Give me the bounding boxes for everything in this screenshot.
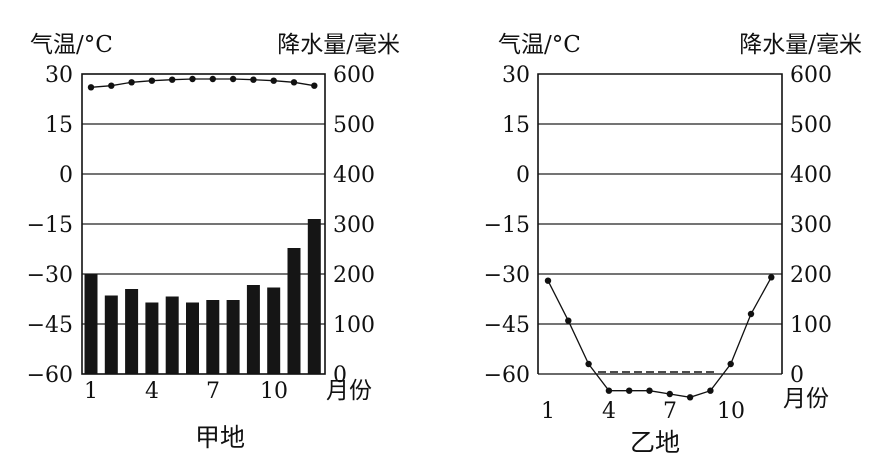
- temp-tick-label: −45: [27, 313, 73, 338]
- temperature-point: [311, 82, 318, 89]
- temperature-point: [727, 360, 734, 368]
- precipitation-axis-title: 降水量/毫米: [739, 32, 862, 58]
- temperature-tick-labels: 30 15 0 −15 −30 −45 −60: [27, 63, 73, 388]
- precip-tick-label: 100: [333, 313, 375, 338]
- precipitation-bar: [104, 295, 118, 374]
- month-tick-label: 7: [663, 399, 677, 424]
- temp-tick-label: −45: [484, 313, 530, 338]
- precip-tick-label: 600: [333, 63, 375, 88]
- precip-tick-label: 500: [790, 113, 832, 138]
- temperature-point: [707, 387, 714, 394]
- precipitation-bar: [206, 300, 220, 374]
- precip-tick-label: 500: [333, 113, 375, 138]
- temperature-point: [169, 76, 176, 83]
- precipitation-bars: [84, 219, 321, 374]
- temp-tick-label: −15: [484, 213, 530, 238]
- plot-frame: [81, 73, 326, 375]
- temperature-point: [686, 394, 694, 401]
- temperature-point: [87, 84, 95, 91]
- temperature-point: [768, 274, 775, 281]
- temp-tick-label: −60: [27, 363, 73, 388]
- precipitation-bar: [145, 302, 159, 374]
- precip-tick-label: 600: [790, 63, 832, 88]
- precipitation-bar: [226, 300, 240, 374]
- temperature-point: [148, 77, 156, 84]
- temperature-tick-labels: 30 15 0 −15 −30 −45 −60: [484, 63, 530, 388]
- temperature-line: [547, 276, 772, 398]
- temp-tick-label: −30: [27, 263, 73, 288]
- precipitation-bar: [84, 274, 98, 374]
- temperature-point: [189, 75, 196, 83]
- temperature-point: [229, 75, 237, 83]
- month-tick-label: 4: [602, 399, 616, 424]
- plot-frame: [537, 73, 783, 374]
- precipitation-bar: [186, 302, 199, 374]
- month-tick-label: 7: [206, 379, 220, 404]
- temperature-point: [646, 387, 653, 394]
- precip-tick-label: 200: [333, 263, 375, 288]
- precipitation-bar: [125, 289, 139, 374]
- temperature-point: [626, 387, 633, 394]
- precipitation-bar: [267, 287, 281, 374]
- temp-tick-label: −60: [484, 363, 530, 388]
- temp-tick-label: −30: [484, 263, 530, 288]
- temperature-point: [128, 79, 135, 86]
- temperature-axis-title: 气温/°C: [30, 32, 113, 58]
- precip-tick-label: 400: [790, 163, 832, 188]
- precip-tick-label: 400: [333, 163, 375, 188]
- temp-tick-label: −15: [27, 213, 73, 238]
- month-axis-title: 月份: [783, 386, 829, 412]
- temp-tick-label: 30: [45, 63, 73, 88]
- temperature-point: [666, 390, 673, 398]
- gridlines: [538, 123, 782, 325]
- month-tick-label: 1: [541, 399, 555, 424]
- temperature-point: [250, 76, 257, 83]
- temperature-axis-title: 气温/°C: [498, 32, 581, 58]
- precipitation-tick-labels: 600 500 400 300 200 100 0: [790, 63, 832, 388]
- temperature-point: [565, 317, 572, 324]
- temperature-point: [747, 310, 755, 318]
- month-tick-labels: 1 4 7 10: [541, 399, 745, 424]
- temp-tick-label: 30: [502, 63, 530, 88]
- temperature-point: [108, 82, 115, 89]
- month-tick-labels: 1 4 7 10: [84, 379, 288, 404]
- temp-tick-label: 15: [45, 113, 73, 138]
- month-tick-label: 4: [145, 379, 159, 404]
- precipitation-tick-labels: 600 500 400 300 200 100 0: [333, 63, 375, 388]
- month-tick-label: 10: [717, 399, 745, 424]
- precipitation-bar: [307, 219, 321, 374]
- temperature-point: [209, 75, 216, 83]
- precip-tick-label: 0: [333, 363, 347, 388]
- climate-chart-yi: 气温/°C 降水量/毫米 30 15 0 −15 −30 −45 −60 600: [484, 32, 862, 457]
- precip-tick-label: 100: [790, 313, 832, 338]
- month-tick-label: 10: [260, 379, 288, 404]
- precip-tick-label: 300: [790, 213, 832, 238]
- temperature-series: [87, 75, 318, 91]
- temperature-line: [90, 78, 315, 88]
- month-tick-label: 1: [84, 379, 98, 404]
- climate-chart-jia: 气温/°C 降水量/毫米 30 15 0 −15 −30 −45 −60 600…: [27, 32, 400, 452]
- temperature-point: [290, 79, 298, 86]
- temperature-point: [605, 387, 613, 394]
- temperature-point: [544, 277, 552, 284]
- precipitation-bar: [165, 296, 179, 374]
- temp-tick-label: 0: [516, 163, 530, 188]
- precipitation-bar: [287, 248, 301, 374]
- temperature-point: [585, 360, 592, 368]
- month-axis-title: 月份: [326, 378, 372, 404]
- chart-caption: 甲地: [195, 423, 245, 452]
- precipitation-axis-title: 降水量/毫米: [277, 32, 400, 58]
- precip-tick-label: 300: [333, 213, 375, 238]
- temperature-series: [544, 274, 775, 401]
- gridlines: [82, 123, 325, 325]
- precip-tick-label: 200: [790, 263, 832, 288]
- temp-tick-label: 0: [59, 163, 73, 188]
- precip-tick-label: 0: [790, 363, 804, 388]
- temp-tick-label: 15: [502, 113, 530, 138]
- chart-caption: 乙地: [630, 428, 680, 457]
- precipitation-bar: [246, 285, 260, 374]
- temperature-point: [270, 77, 277, 84]
